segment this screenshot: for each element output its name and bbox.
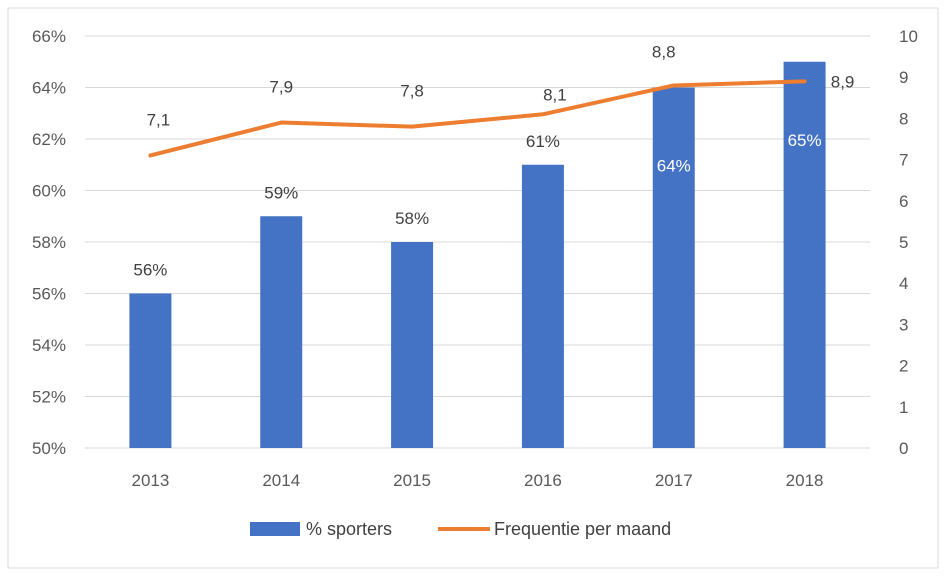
left-tick-label: 62% xyxy=(32,130,66,149)
right-tick-label: 7 xyxy=(899,151,908,170)
left-tick-label: 52% xyxy=(32,388,66,407)
line-label-2015: 7,8 xyxy=(400,82,424,101)
legend-swatch-sporters xyxy=(250,522,300,536)
line-frequentie xyxy=(148,79,807,158)
bar-label-2016: 61% xyxy=(526,132,560,151)
legend: % sporters Frequentie per maand xyxy=(250,519,671,539)
left-tick-label: 66% xyxy=(32,27,66,46)
bar-2015 xyxy=(391,242,434,448)
bar-label-2014: 59% xyxy=(264,183,298,202)
left-tick-label: 64% xyxy=(32,79,66,98)
right-tick-label: 8 xyxy=(899,109,908,128)
line-label-2018: 8,9 xyxy=(831,72,855,91)
bar-series xyxy=(129,61,826,448)
bar-2017 xyxy=(652,87,695,448)
right-tick-label: 9 xyxy=(899,68,908,87)
category-label-2015: 2015 xyxy=(393,471,431,490)
right-tick-label: 2 xyxy=(899,357,908,376)
chart-area-border xyxy=(7,7,939,569)
right-tick-label: 10 xyxy=(899,27,918,46)
category-label-2013: 2013 xyxy=(132,471,170,490)
category-label-2018: 2018 xyxy=(786,471,824,490)
bar-label-2017: 64% xyxy=(657,157,691,176)
line-data-labels: 7,1 7,9 7,8 8,1 8,8 8,9 xyxy=(147,42,855,129)
right-tick-label: 4 xyxy=(899,274,908,293)
left-tick-label: 56% xyxy=(32,285,66,304)
left-tick-label: 54% xyxy=(32,336,66,355)
category-axis-labels: 2013 2014 2015 2016 2017 2018 xyxy=(132,471,824,490)
category-label-2017: 2017 xyxy=(655,471,693,490)
bar-label-2015: 58% xyxy=(395,209,429,228)
bar-data-labels: 56% 59% 58% 61% 64% 65% xyxy=(133,131,821,280)
line-label-2016: 8,1 xyxy=(543,85,567,104)
right-tick-label: 1 xyxy=(899,398,908,417)
bar-2016 xyxy=(521,164,564,448)
gridlines xyxy=(85,35,870,449)
right-tick-label: 3 xyxy=(899,315,908,334)
legend-label-frequentie: Frequentie per maand xyxy=(494,519,671,539)
bar-2014 xyxy=(260,216,303,448)
line-label-2017: 8,8 xyxy=(652,42,676,61)
right-tick-label: 0 xyxy=(899,439,908,458)
left-tick-label: 50% xyxy=(32,439,66,458)
bar-label-2013: 56% xyxy=(133,261,167,280)
line-label-2014: 7,9 xyxy=(269,78,293,97)
right-axis-ticks: 0 1 2 3 4 5 6 7 8 9 10 xyxy=(899,27,918,458)
legend-label-sporters: % sporters xyxy=(306,519,392,539)
bar-2018 xyxy=(783,61,826,448)
bar-2013 xyxy=(129,293,172,448)
right-tick-label: 6 xyxy=(899,192,908,211)
bar-label-2018: 65% xyxy=(788,131,822,150)
category-label-2014: 2014 xyxy=(262,471,300,490)
left-axis-ticks: 50% 52% 54% 56% 58% 60% 62% 64% 66% xyxy=(32,27,66,458)
right-tick-label: 5 xyxy=(899,233,908,252)
left-tick-label: 60% xyxy=(32,182,66,201)
left-tick-label: 58% xyxy=(32,233,66,252)
line-series xyxy=(148,79,807,158)
line-label-2013: 7,1 xyxy=(147,110,171,129)
category-label-2016: 2016 xyxy=(524,471,562,490)
